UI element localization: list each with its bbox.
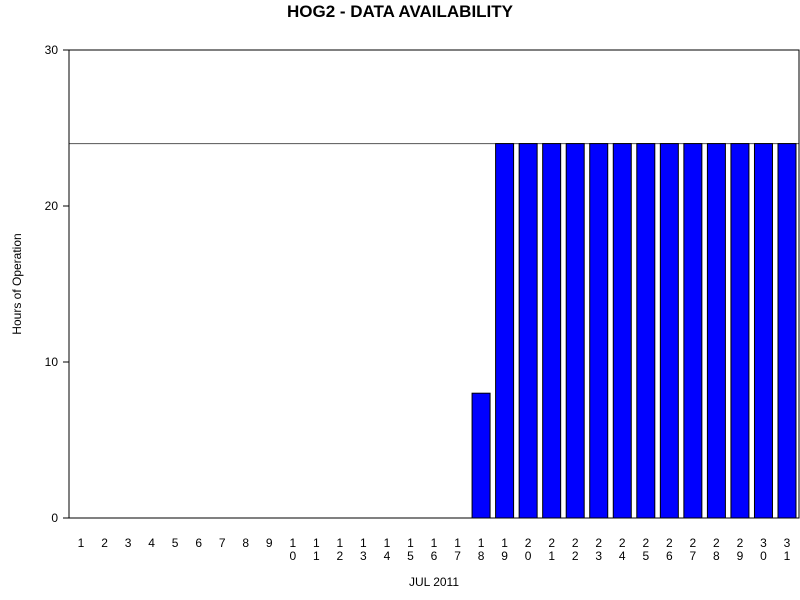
bar-day-25 (636, 143, 656, 519)
x-tick-label-8: 8 (242, 536, 249, 550)
bars (69, 143, 799, 519)
bar-day-29 (730, 143, 750, 519)
y-axis-label: Hours of Operation (10, 233, 24, 334)
bar-day-27 (683, 143, 703, 519)
bar-day-28 (706, 143, 726, 519)
y-tick-label-20: 20 (45, 199, 59, 213)
y-tick-label-0: 0 (51, 511, 58, 525)
bar-day-24 (612, 143, 632, 519)
x-tick-label-1: 1 (78, 536, 85, 550)
bar-day-30 (753, 143, 773, 519)
y-tick-label-30: 30 (45, 43, 59, 57)
x-tick-label-5: 5 (172, 536, 179, 550)
bar-day-21 (542, 143, 562, 519)
x-tick-label-9: 9 (266, 536, 273, 550)
bar-day-20 (518, 143, 538, 519)
x-tick-label-6: 6 (195, 536, 202, 550)
y-axis: 0 10 20 30 (45, 43, 69, 525)
bar-day-18 (471, 392, 491, 519)
x-tick-label-2: 2 (101, 536, 108, 550)
plot-area-frame (68, 49, 800, 519)
bar-day-19 (495, 143, 515, 519)
x-tick-label-4: 4 (148, 536, 155, 550)
x-axis-label: JUL 2011 (409, 575, 459, 589)
bar-day-31 (777, 143, 797, 519)
bar-day-26 (659, 143, 679, 519)
bar-day-23 (589, 143, 609, 519)
x-tick-label-7: 7 (219, 536, 226, 550)
x-tick-label-3: 3 (125, 536, 132, 550)
y-tick-label-10: 10 (45, 355, 59, 369)
chart-title: HOG2 - DATA AVAILABILITY (287, 2, 514, 21)
bar-day-22 (565, 143, 585, 519)
x-axis: 1 2 3 4 5 6 7 8 9 1 01 11 21 31 41 51 61 71 81 92 02 12 22 32 42… (78, 536, 791, 563)
